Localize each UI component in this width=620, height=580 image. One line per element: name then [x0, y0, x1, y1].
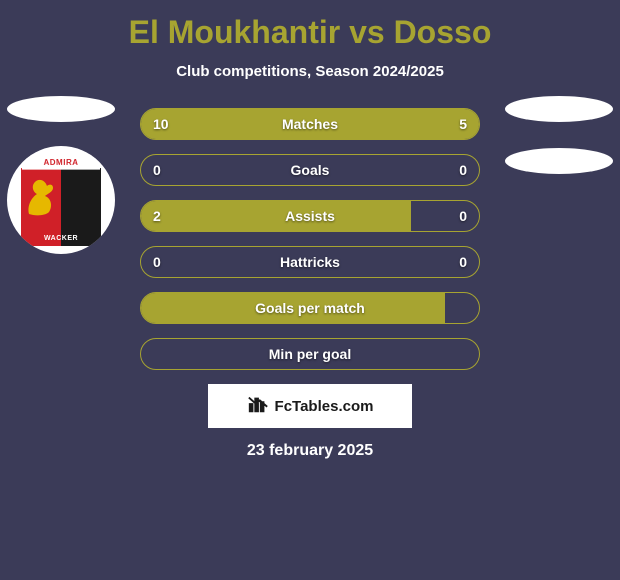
fctables-tag: FcTables.com [208, 384, 412, 428]
stat-label: Min per goal [141, 339, 479, 369]
crest-dragon-icon [25, 176, 57, 216]
stat-label: Matches [141, 109, 479, 139]
stat-label: Goals [141, 155, 479, 185]
fctables-chart-icon [247, 393, 269, 419]
page-title: El Moukhantir vs Dosso [0, 0, 620, 51]
stat-label: Assists [141, 201, 479, 231]
stat-label: Hattricks [141, 247, 479, 277]
date-label: 23 february 2025 [0, 442, 620, 460]
stat-row: 00Hattricks [140, 246, 480, 278]
stat-bars: 105Matches 00Goals 20Assists 00Hattricks Goa… [140, 108, 480, 370]
comparison-area: ADMIRA WACKER 105Matches 00Goals 20Assists… [0, 108, 620, 370]
fctables-label: FcTables.com [275, 398, 374, 415]
stat-row: 00Goals [140, 154, 480, 186]
player-left-side: ADMIRA WACKER [6, 96, 116, 254]
player-right-crest-placeholder [505, 148, 613, 174]
player-left-flag [7, 96, 115, 122]
stat-row: 105Matches [140, 108, 480, 140]
player-right-flag [505, 96, 613, 122]
crest-sub-text: WACKER [21, 235, 101, 242]
stat-label: Goals per match [141, 293, 479, 323]
player-left-crest: ADMIRA WACKER [7, 146, 115, 254]
subtitle: Club competitions, Season 2024/2025 [0, 63, 620, 80]
stat-row: 20Assists [140, 200, 480, 232]
player-right-side [504, 96, 614, 174]
crest-banner-text: ADMIRA [20, 154, 102, 170]
stat-row: Goals per match [140, 292, 480, 324]
stat-row: Min per goal [140, 338, 480, 370]
